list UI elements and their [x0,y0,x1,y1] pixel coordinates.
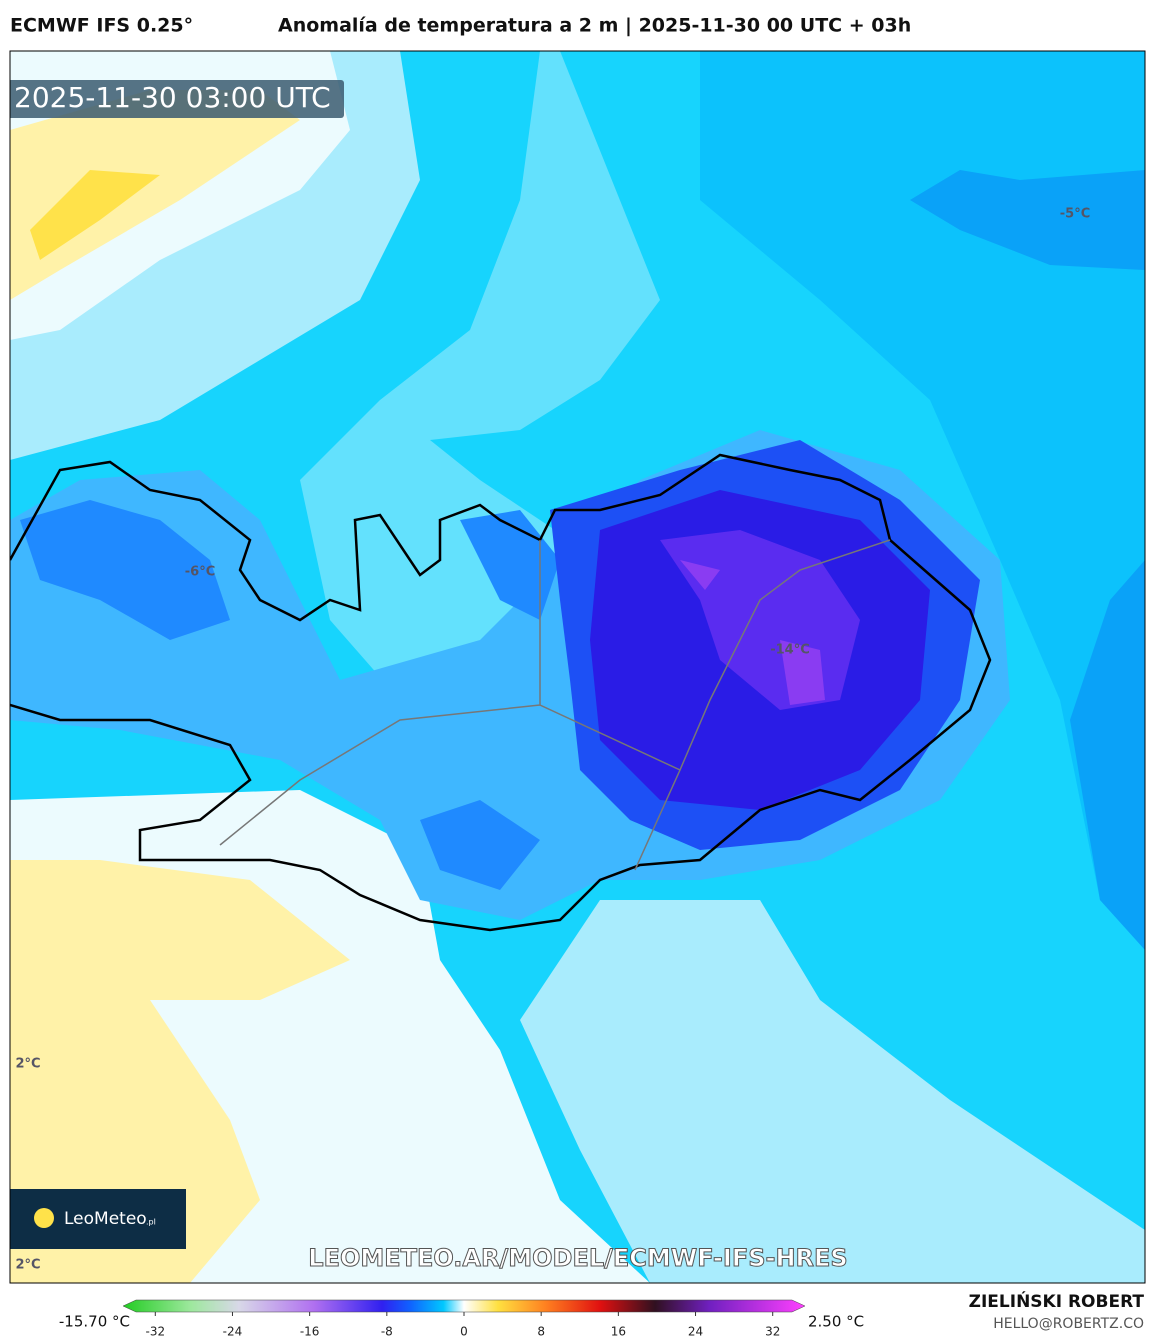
map-frame [9,50,1146,1284]
contour-label: -5°C [1060,207,1090,222]
colorbar-tick-label: 8 [537,1325,545,1339]
timestamp: 2025-11-30 03:00 UTC [14,81,331,114]
map-title: Anomalía de temperatura a 2 m | 2025-11-… [278,15,911,37]
model-name: ECMWF IFS 0.25° [10,15,193,37]
contour-label: -14°C [770,643,810,658]
logo: LeoMeteo [64,1209,147,1229]
colorbar-tick-label: -32 [145,1325,165,1339]
contour-label: 2°C [15,1057,40,1072]
colorbar-min: -15.70 °C [59,1313,130,1331]
colorbar [122,1299,806,1313]
colorbar-tick-label: 0 [460,1325,468,1339]
email: HELLO@ROBERTZ.CO [993,1316,1144,1332]
colorbar-tick-label: -8 [381,1325,393,1339]
colorbar-tick-label: 32 [765,1325,780,1339]
contour-label: -6°C [185,565,215,580]
logo-suffix: .pl [146,1218,156,1227]
author: ZIELIŃSKI ROBERT [969,1290,1145,1312]
colorbar-tick-label: -24 [223,1325,243,1339]
colorbar-tick-label: 16 [611,1325,626,1339]
map: 2025-11-30 03:00 UTC -5°C -6°C -14°C 2°C 2°C… [10,51,1145,1283]
colorbar-max: 2.50 °C [808,1313,864,1331]
contour-label: 2°C [15,1258,40,1273]
watermark: LEOMETEO.AR/MODEL/ECMWF-IFS-HRES [308,1244,847,1272]
colorbar-tick-label: -16 [300,1325,320,1339]
colorbar-tick-label: 24 [688,1325,703,1339]
